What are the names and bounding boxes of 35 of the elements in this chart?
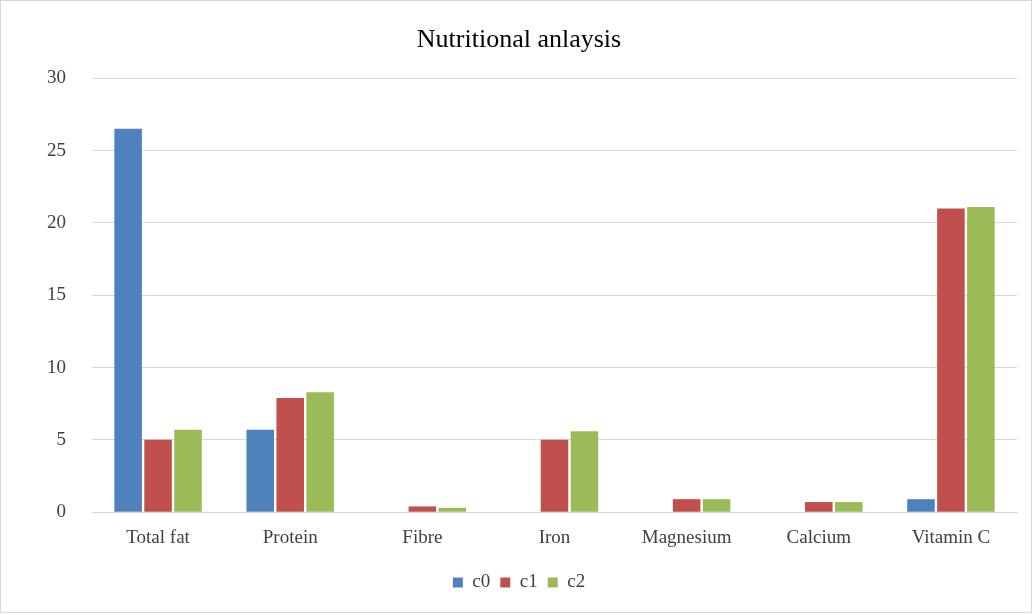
bar xyxy=(570,431,599,512)
y-tick-label: 0 xyxy=(56,500,66,522)
chart-title: Nutritional anlaysis xyxy=(416,24,622,54)
bar xyxy=(702,499,731,512)
bar xyxy=(408,506,437,512)
x-tick-label: Fibre xyxy=(402,525,443,547)
bar xyxy=(805,502,833,512)
legend-label: c1 xyxy=(519,570,538,592)
bar xyxy=(276,397,304,512)
x-tick-label: Vitamin C xyxy=(911,525,991,547)
y-tick-label: 25 xyxy=(47,138,66,160)
bar xyxy=(907,499,935,512)
bar xyxy=(144,439,172,512)
y-tick-label: 5 xyxy=(56,427,66,449)
x-tick-label: Total fat xyxy=(126,525,191,547)
bar xyxy=(306,392,334,512)
y-tick-label: 10 xyxy=(47,355,66,377)
bar xyxy=(438,507,467,512)
y-tick-label: 15 xyxy=(47,283,66,305)
x-tick-label: Calcium xyxy=(786,525,852,547)
bar xyxy=(672,499,701,512)
y-tick-label: 30 xyxy=(47,66,66,88)
bar xyxy=(967,206,995,512)
x-tick-label: Protein xyxy=(262,525,319,547)
y-tick-label: 20 xyxy=(47,210,66,232)
legend-label: c0 xyxy=(472,570,491,592)
bar xyxy=(174,429,202,512)
bar xyxy=(834,502,863,512)
bar xyxy=(114,128,142,512)
bar xyxy=(937,208,965,512)
x-tick-label: Magnesium xyxy=(641,525,732,547)
legend-label: c2 xyxy=(567,570,586,592)
bar xyxy=(540,439,569,512)
bar xyxy=(246,429,275,512)
x-tick-label: Iron xyxy=(538,525,571,547)
